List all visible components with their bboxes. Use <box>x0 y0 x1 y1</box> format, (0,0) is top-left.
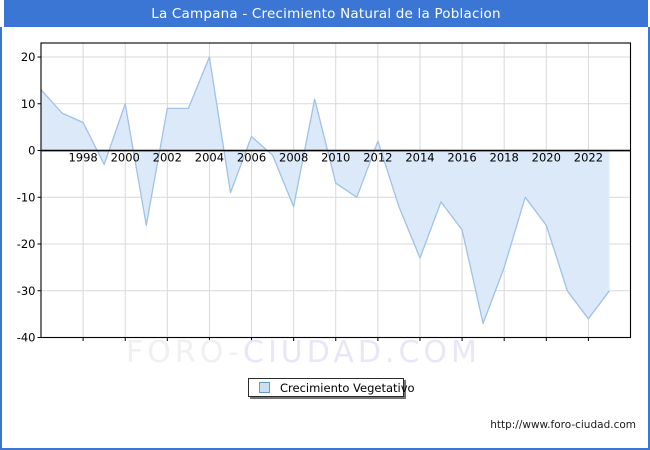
x-tick-label: 2002 <box>153 151 182 165</box>
y-tick-label: -40 <box>17 331 36 345</box>
page-border-right <box>648 27 650 448</box>
legend-swatch-icon <box>259 382 270 393</box>
x-tick-label: 2020 <box>532 151 561 165</box>
x-tick-label: 1998 <box>68 151 97 165</box>
page-border-left <box>0 27 2 448</box>
x-tick-label: 2008 <box>279 151 308 165</box>
y-tick-label: 10 <box>21 97 36 111</box>
page-title: La Campana - Crecimiento Natural de la P… <box>151 5 501 22</box>
y-tick-label: -30 <box>17 284 36 298</box>
y-tick-label: 20 <box>21 50 36 64</box>
x-tick-label: 2010 <box>321 151 350 165</box>
x-tick-label: 2014 <box>405 151 434 165</box>
title-bar: La Campana - Crecimiento Natural de la P… <box>4 0 648 27</box>
x-tick-label: 2006 <box>237 151 266 165</box>
x-tick-label: 2022 <box>574 151 603 165</box>
legend: Crecimiento Vegetativo <box>248 378 415 397</box>
x-tick-label: 2012 <box>363 151 392 165</box>
x-tick-label: 2000 <box>111 151 140 165</box>
page-border-bottom <box>0 448 650 450</box>
y-tick-label: -20 <box>17 237 36 251</box>
legend-label: Crecimiento Vegetativo <box>280 380 415 395</box>
footer-url: http://www.foro-ciudad.com <box>490 419 636 431</box>
x-tick-label: 2016 <box>447 151 476 165</box>
series-line <box>40 56 610 325</box>
x-tick-label: 2004 <box>195 151 224 165</box>
y-tick-label: 0 <box>28 144 35 158</box>
y-tick-label: -10 <box>17 190 36 204</box>
x-tick-label: 2018 <box>490 151 519 165</box>
series-area <box>41 57 610 324</box>
